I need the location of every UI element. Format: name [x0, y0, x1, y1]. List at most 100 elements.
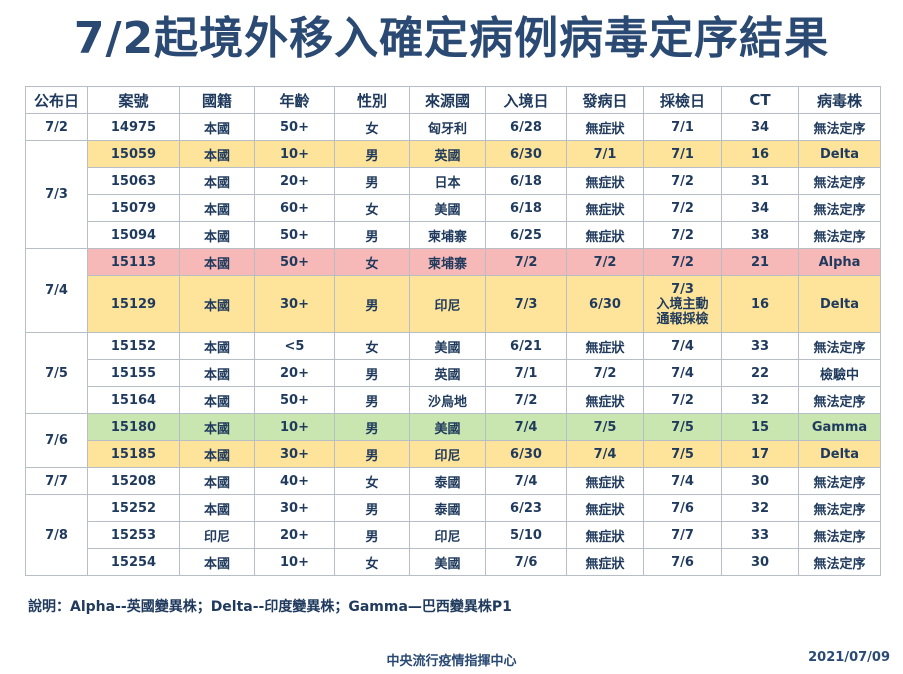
footer-organization: 中央流行疫情指揮中心: [386, 654, 517, 669]
table-cell: 美國: [409, 332, 486, 360]
table-cell: 男: [334, 167, 410, 195]
table-cell: 無症狀: [566, 221, 644, 249]
table-cell: 15208: [87, 467, 180, 495]
table-cell: 40+: [254, 467, 335, 495]
table-cell: 60+: [254, 194, 335, 222]
table-cell: 21: [721, 248, 799, 276]
table-cell: 7/5: [566, 413, 644, 441]
table-cell: Gamma: [798, 413, 881, 441]
table-body: 7/2 14975 本國 50+ 女匈牙利 6/28 無症狀 7/1 34 無法定序 7/3 1505…: [25, 113, 881, 576]
table-cell: 15180: [87, 413, 180, 441]
table-cell: 英國: [409, 140, 486, 168]
table-cell: 無症狀: [566, 113, 644, 141]
table-cell: 7/4: [643, 332, 722, 360]
table-cell: 本國: [179, 275, 255, 333]
table-cell: 英國: [409, 359, 486, 387]
table-cell: 本國: [179, 386, 255, 414]
table-cell: 17: [721, 440, 799, 468]
announce-date-cell: 7/4: [25, 248, 88, 333]
table-cell: 本國: [179, 332, 255, 360]
table-cell: 15152: [87, 332, 180, 360]
sequencing-results-table: 公布日 案號 國籍 年齡 性別 來源國 入境日 發病日 採檢日 CT 病毒株 7…: [25, 86, 881, 576]
table-cell: 女: [334, 194, 410, 222]
table-cell: 男: [334, 386, 410, 414]
table-cell: 6/18: [485, 167, 567, 195]
table-cell: 7/2: [566, 359, 644, 387]
table-cell: 7/5: [643, 413, 722, 441]
table-cell: 7/2: [485, 248, 567, 276]
column-header: 國籍: [179, 86, 255, 114]
table-row: 7/5 15152 本國 <5 女美國 6/21 無症狀 7/4 33 無法定序: [25, 332, 881, 414]
table-cell: 無法定序: [798, 332, 881, 360]
table-cell: 30+: [254, 440, 335, 468]
table-cell: 50+: [254, 221, 335, 249]
table-cell: 男: [334, 221, 410, 249]
table-cell: 7/2: [643, 386, 722, 414]
table-cell: 7/3 入境主動 通報採檢: [643, 275, 722, 333]
table-row: 7/7 15208 本國 40+ 女泰國 7/4 無症狀 7/4 30 無法定序: [25, 467, 881, 495]
table-cell: 本國: [179, 467, 255, 495]
table-cell: 7/2: [485, 386, 567, 414]
table-cell: 男: [334, 521, 410, 549]
table-cell: 22: [721, 359, 799, 387]
table-cell: 無法定序: [798, 113, 881, 141]
table-cell: 7/2: [643, 221, 722, 249]
table-cell: 本國: [179, 167, 255, 195]
column-header: 發病日: [566, 86, 644, 114]
table-row: 7/2 14975 本國 50+ 女匈牙利 6/28 無症狀 7/1 34 無法定序: [25, 113, 881, 141]
table-cell: 無法定序: [798, 467, 881, 495]
table-cell: 6/21: [485, 332, 567, 360]
page-title: 7/2起境外移入確定病例病毒定序結果: [73, 13, 830, 64]
table-row: 7/8 15252 本國 30+ 男泰國 6/23 無症狀 7/6 32 無法定序: [25, 494, 881, 576]
table-cell: 無症狀: [566, 167, 644, 195]
table-cell: 6/18: [485, 194, 567, 222]
table-cell: 30: [721, 548, 799, 576]
table-cell: 15079: [87, 194, 180, 222]
table-cell: 本國: [179, 194, 255, 222]
table-cell: 男: [334, 413, 410, 441]
table-cell: 無法定序: [798, 548, 881, 576]
table-cell: 50+: [254, 113, 335, 141]
table-cell: 匈牙利: [409, 113, 486, 141]
table-cell: 柬埔寨: [409, 248, 486, 276]
table-row: 15079 本國 60+ 女美國 6/18 無症狀 7/2 34 無法定序: [26, 194, 881, 222]
table-cell: 20+: [254, 359, 335, 387]
table-cell: 30+: [254, 494, 335, 522]
table-cell: 本國: [179, 359, 255, 387]
table-cell: 33: [721, 521, 799, 549]
table-cell: 7/4: [566, 440, 644, 468]
table-header-row: 公布日 案號 國籍 年齡 性別 來源國 入境日 發病日 採檢日 CT 病毒株: [25, 86, 881, 114]
table-cell: 33: [721, 332, 799, 360]
table-cell: 7/2: [566, 248, 644, 276]
table-cell: 無症狀: [566, 494, 644, 522]
table-cell: 本國: [179, 113, 255, 141]
table-cell: 印尼: [179, 521, 255, 549]
table-cell: 7/2: [643, 167, 722, 195]
column-header: CT: [721, 86, 799, 114]
table-cell: 本國: [179, 494, 255, 522]
table-cell: 無法定序: [798, 167, 881, 195]
table-cell: 16: [721, 275, 799, 333]
table-cell: 7/1: [485, 359, 567, 387]
table-cell: 7/3: [485, 275, 567, 333]
announce-date-cell: 7/6: [25, 413, 88, 468]
table-cell: <5: [254, 332, 335, 360]
table-cell: 6/25: [485, 221, 567, 249]
table-cell: 15094: [87, 221, 180, 249]
table-cell: 美國: [409, 413, 486, 441]
table-cell: 女: [334, 467, 410, 495]
table-cell: 無症狀: [566, 386, 644, 414]
table-cell: 15129: [87, 275, 180, 333]
table-cell: 美國: [409, 548, 486, 576]
table-cell: 7/5: [643, 440, 722, 468]
table-cell: 32: [721, 494, 799, 522]
table-cell: 無症狀: [566, 521, 644, 549]
table-cell: 15185: [87, 440, 180, 468]
announce-date-cell: 7/2: [25, 113, 88, 141]
table-row: 15094 本國 50+ 男柬埔寨 6/25 無症狀 7/2 38 無法定序: [26, 221, 881, 249]
table-cell: 15113: [87, 248, 180, 276]
table-cell: 6/30: [566, 275, 644, 333]
table-cell: 無症狀: [566, 194, 644, 222]
table-cell: Delta: [798, 140, 881, 168]
table-cell: 15155: [87, 359, 180, 387]
